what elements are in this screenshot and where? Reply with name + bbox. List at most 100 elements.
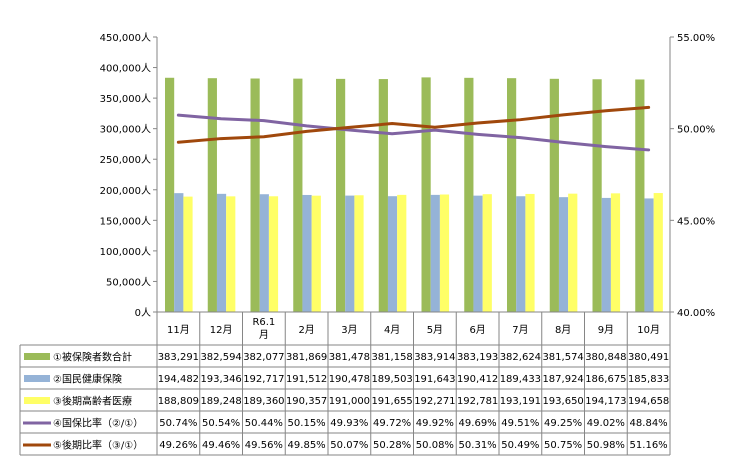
right-tick-label: 50.00% bbox=[677, 125, 715, 136]
category-label: 6月 bbox=[469, 324, 485, 336]
bar-2 bbox=[558, 197, 569, 312]
table-cell: 382,624 bbox=[500, 352, 541, 363]
table-cell: 193,346 bbox=[200, 374, 241, 385]
category-label: 月 bbox=[259, 329, 269, 341]
left-tick-label: 350,000人 bbox=[100, 93, 151, 105]
table-cell: 381,869 bbox=[286, 352, 327, 363]
bar-3 bbox=[525, 193, 535, 312]
table-cell: 192,781 bbox=[457, 396, 498, 407]
left-tick-label: 250,000人 bbox=[100, 154, 151, 166]
category-label: 8月 bbox=[555, 324, 571, 336]
legend-label: ①被保険者数合計 bbox=[53, 351, 132, 364]
right-tick-label: 55.00% bbox=[677, 33, 715, 44]
bar-3 bbox=[482, 194, 492, 312]
table-cell: 192,271 bbox=[414, 396, 455, 407]
category-label: 4月 bbox=[384, 324, 400, 336]
table-cell: 50.49% bbox=[501, 440, 539, 451]
table-cell: 49.02% bbox=[587, 418, 625, 429]
category-label: 2月 bbox=[298, 324, 314, 336]
table-cell: 191,000 bbox=[329, 396, 370, 407]
left-tick-label: 200,000人 bbox=[100, 185, 151, 197]
bar-1 bbox=[421, 77, 431, 312]
table-cell: 186,675 bbox=[585, 374, 626, 385]
bar-2 bbox=[174, 193, 184, 312]
bar-1 bbox=[293, 78, 303, 312]
bar-3 bbox=[183, 196, 193, 312]
table-cell: 380,848 bbox=[585, 352, 626, 363]
legend-key-1 bbox=[24, 353, 50, 360]
legend-label: ③後期高齢者医療 bbox=[53, 395, 132, 408]
table-cell: 49.26% bbox=[159, 440, 197, 451]
table-cell: 49.93% bbox=[330, 418, 368, 429]
table-cell: 383,291 bbox=[158, 352, 199, 363]
bar-1 bbox=[464, 77, 474, 312]
right-tick-label: 45.00% bbox=[677, 216, 715, 227]
table-cell: 49.69% bbox=[459, 418, 497, 429]
table-cell: 191,643 bbox=[414, 374, 455, 385]
bar-2 bbox=[516, 196, 526, 312]
table-cell: 194,482 bbox=[158, 374, 199, 385]
table-cell: 189,248 bbox=[200, 396, 241, 407]
table-cell: 188,809 bbox=[158, 396, 199, 407]
bar-3 bbox=[226, 196, 236, 312]
table-cell: 382,594 bbox=[200, 352, 241, 363]
left-tick-label: 300,000人 bbox=[100, 124, 151, 136]
table-cell: 189,503 bbox=[371, 374, 412, 385]
category-label: 7月 bbox=[512, 324, 528, 336]
bar-3 bbox=[653, 193, 663, 312]
bar-3 bbox=[354, 195, 364, 312]
table-cell: 50.54% bbox=[202, 418, 240, 429]
bar-2 bbox=[387, 196, 398, 312]
table-cell: 50.08% bbox=[416, 440, 454, 451]
bar-2 bbox=[644, 198, 654, 312]
category-label: 5月 bbox=[427, 324, 443, 336]
table-cell: 190,357 bbox=[286, 396, 327, 407]
table-cell: 50.15% bbox=[288, 418, 326, 429]
bar-3 bbox=[311, 195, 321, 312]
bar-2 bbox=[430, 194, 440, 312]
bar-1 bbox=[250, 78, 260, 312]
table-cell: 50.31% bbox=[459, 440, 497, 451]
table-cell: 194,173 bbox=[585, 396, 626, 407]
table-cell: 380,491 bbox=[628, 352, 669, 363]
bar-2 bbox=[302, 194, 312, 312]
bar-3 bbox=[568, 193, 578, 312]
legend-key-2 bbox=[24, 375, 50, 382]
table-cell: 50.74% bbox=[159, 418, 197, 429]
table-cell: 50.28% bbox=[373, 440, 411, 451]
table-cell: 383,193 bbox=[457, 352, 498, 363]
table-cell: 49.85% bbox=[288, 440, 326, 451]
left-tick-label: 100,000人 bbox=[100, 246, 151, 258]
left-tick-label: 400,000人 bbox=[100, 63, 151, 75]
bar-1 bbox=[207, 78, 217, 312]
table-cell: 193,191 bbox=[500, 396, 541, 407]
table-cell: 191,512 bbox=[286, 374, 327, 385]
table-cell: 50.98% bbox=[587, 440, 625, 451]
bar-2 bbox=[259, 194, 269, 312]
table-cell: 185,833 bbox=[628, 374, 669, 385]
legend-key-3 bbox=[24, 397, 50, 404]
table-cell: 49.72% bbox=[373, 418, 411, 429]
legend-label: ⑤後期比率（③/①） bbox=[53, 439, 143, 452]
table-cell: 49.92% bbox=[416, 418, 454, 429]
bar-2 bbox=[473, 195, 483, 312]
category-label: 9月 bbox=[598, 324, 614, 336]
table-cell: 48.84% bbox=[630, 418, 668, 429]
table-cell: 190,412 bbox=[457, 374, 498, 385]
table-cell: 50.07% bbox=[330, 440, 368, 451]
legend-label: ④国保比率（②/①） bbox=[53, 417, 143, 430]
line-series-4 bbox=[176, 113, 651, 152]
table-cell: 49.46% bbox=[202, 440, 240, 451]
category-label: 12月 bbox=[210, 324, 233, 336]
left-tick-label: 450,000人 bbox=[100, 32, 151, 44]
table-cell: 192,717 bbox=[243, 374, 284, 385]
bar-2 bbox=[216, 193, 227, 312]
table-cell: 50.44% bbox=[245, 418, 283, 429]
table-cell: 50.75% bbox=[544, 440, 582, 451]
bar-1 bbox=[592, 79, 602, 312]
table-cell: 49.51% bbox=[501, 418, 539, 429]
table-cell: 194,658 bbox=[628, 396, 669, 407]
table-cell: 51.16% bbox=[630, 440, 668, 451]
bar-1 bbox=[336, 78, 346, 312]
table-cell: 49.25% bbox=[544, 418, 582, 429]
